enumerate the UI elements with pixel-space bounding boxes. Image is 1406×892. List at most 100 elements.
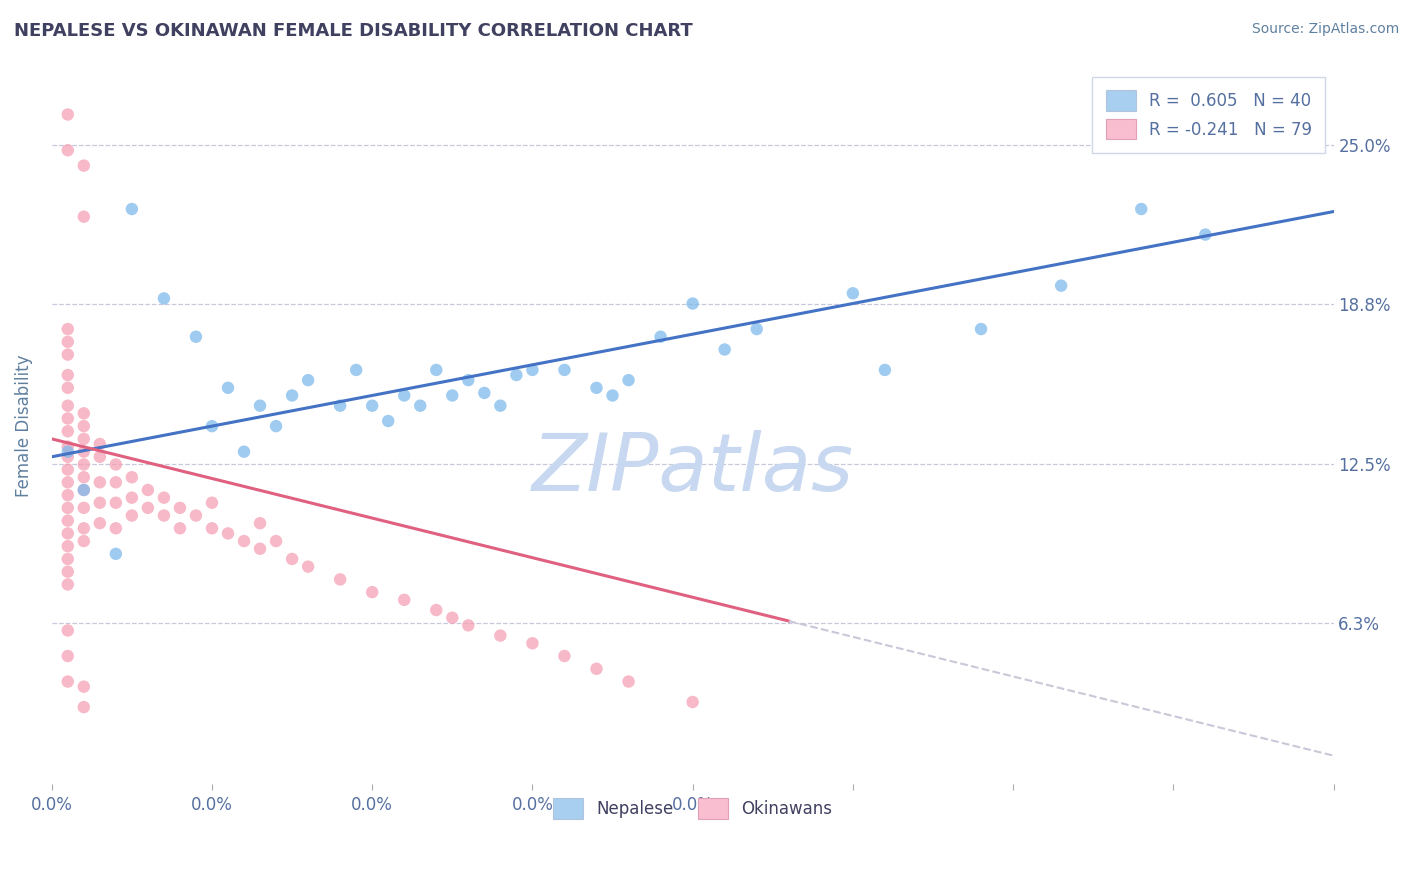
Point bbox=[73, 444, 96, 458]
Point bbox=[425, 603, 447, 617]
Point bbox=[73, 159, 96, 173]
Point bbox=[233, 444, 256, 458]
Point bbox=[505, 368, 527, 382]
Point bbox=[617, 373, 640, 387]
Point bbox=[153, 491, 176, 505]
Point bbox=[56, 399, 79, 413]
Point bbox=[201, 419, 224, 434]
Point bbox=[585, 381, 607, 395]
Point bbox=[650, 329, 672, 343]
Point bbox=[713, 343, 735, 357]
Point bbox=[56, 107, 79, 121]
Point bbox=[201, 521, 224, 535]
Point bbox=[136, 483, 159, 497]
Point bbox=[184, 508, 207, 523]
Point bbox=[56, 334, 79, 349]
Point bbox=[361, 399, 384, 413]
Point bbox=[169, 521, 191, 535]
Point bbox=[73, 700, 96, 714]
Y-axis label: Female Disability: Female Disability bbox=[15, 355, 32, 498]
Point bbox=[104, 475, 127, 490]
Point bbox=[56, 674, 79, 689]
Point bbox=[489, 629, 512, 643]
Point bbox=[153, 508, 176, 523]
Point bbox=[281, 552, 304, 566]
Point bbox=[602, 388, 624, 402]
Point bbox=[472, 385, 495, 400]
Point bbox=[457, 618, 479, 632]
Point bbox=[745, 322, 768, 336]
Point bbox=[441, 610, 464, 624]
Point bbox=[217, 526, 239, 541]
Point bbox=[233, 534, 256, 549]
Point bbox=[409, 399, 432, 413]
Point bbox=[344, 363, 367, 377]
Point bbox=[394, 592, 416, 607]
Point bbox=[56, 368, 79, 382]
Point bbox=[121, 508, 143, 523]
Point bbox=[169, 500, 191, 515]
Point bbox=[89, 496, 111, 510]
Point bbox=[1194, 227, 1216, 242]
Point bbox=[73, 419, 96, 434]
Point bbox=[89, 450, 111, 464]
Legend: Nepalese, Okinawans: Nepalese, Okinawans bbox=[546, 792, 839, 825]
Point bbox=[56, 424, 79, 438]
Point bbox=[73, 534, 96, 549]
Text: ZIPatlas: ZIPatlas bbox=[531, 430, 853, 508]
Point bbox=[297, 373, 319, 387]
Point bbox=[56, 440, 79, 454]
Point bbox=[264, 419, 287, 434]
Point bbox=[1050, 278, 1073, 293]
Point bbox=[104, 547, 127, 561]
Point bbox=[136, 500, 159, 515]
Point bbox=[104, 496, 127, 510]
Point bbox=[121, 491, 143, 505]
Point bbox=[249, 541, 271, 556]
Point bbox=[73, 210, 96, 224]
Point bbox=[361, 585, 384, 599]
Point bbox=[104, 458, 127, 472]
Point bbox=[553, 363, 575, 377]
Text: Source: ZipAtlas.com: Source: ZipAtlas.com bbox=[1251, 22, 1399, 37]
Point bbox=[89, 437, 111, 451]
Point bbox=[56, 348, 79, 362]
Point bbox=[682, 296, 704, 310]
Point bbox=[217, 381, 239, 395]
Point bbox=[89, 475, 111, 490]
Point bbox=[56, 577, 79, 591]
Point bbox=[56, 539, 79, 553]
Point bbox=[297, 559, 319, 574]
Point bbox=[56, 381, 79, 395]
Text: NEPALESE VS OKINAWAN FEMALE DISABILITY CORRELATION CHART: NEPALESE VS OKINAWAN FEMALE DISABILITY C… bbox=[14, 22, 693, 40]
Point bbox=[56, 322, 79, 336]
Point bbox=[56, 500, 79, 515]
Point bbox=[73, 470, 96, 484]
Point bbox=[73, 432, 96, 446]
Point bbox=[394, 388, 416, 402]
Point bbox=[873, 363, 896, 377]
Point bbox=[264, 534, 287, 549]
Point bbox=[281, 388, 304, 402]
Point bbox=[1130, 202, 1153, 216]
Point bbox=[425, 363, 447, 377]
Point bbox=[970, 322, 993, 336]
Point bbox=[56, 526, 79, 541]
Point bbox=[329, 573, 352, 587]
Point bbox=[56, 450, 79, 464]
Point bbox=[249, 516, 271, 531]
Point bbox=[73, 483, 96, 497]
Point bbox=[73, 406, 96, 420]
Point bbox=[121, 202, 143, 216]
Point bbox=[104, 521, 127, 535]
Point bbox=[617, 674, 640, 689]
Point bbox=[73, 500, 96, 515]
Point bbox=[184, 329, 207, 343]
Point bbox=[56, 552, 79, 566]
Point bbox=[89, 516, 111, 531]
Point bbox=[56, 488, 79, 502]
Point bbox=[249, 399, 271, 413]
Point bbox=[377, 414, 399, 428]
Point bbox=[457, 373, 479, 387]
Point bbox=[201, 496, 224, 510]
